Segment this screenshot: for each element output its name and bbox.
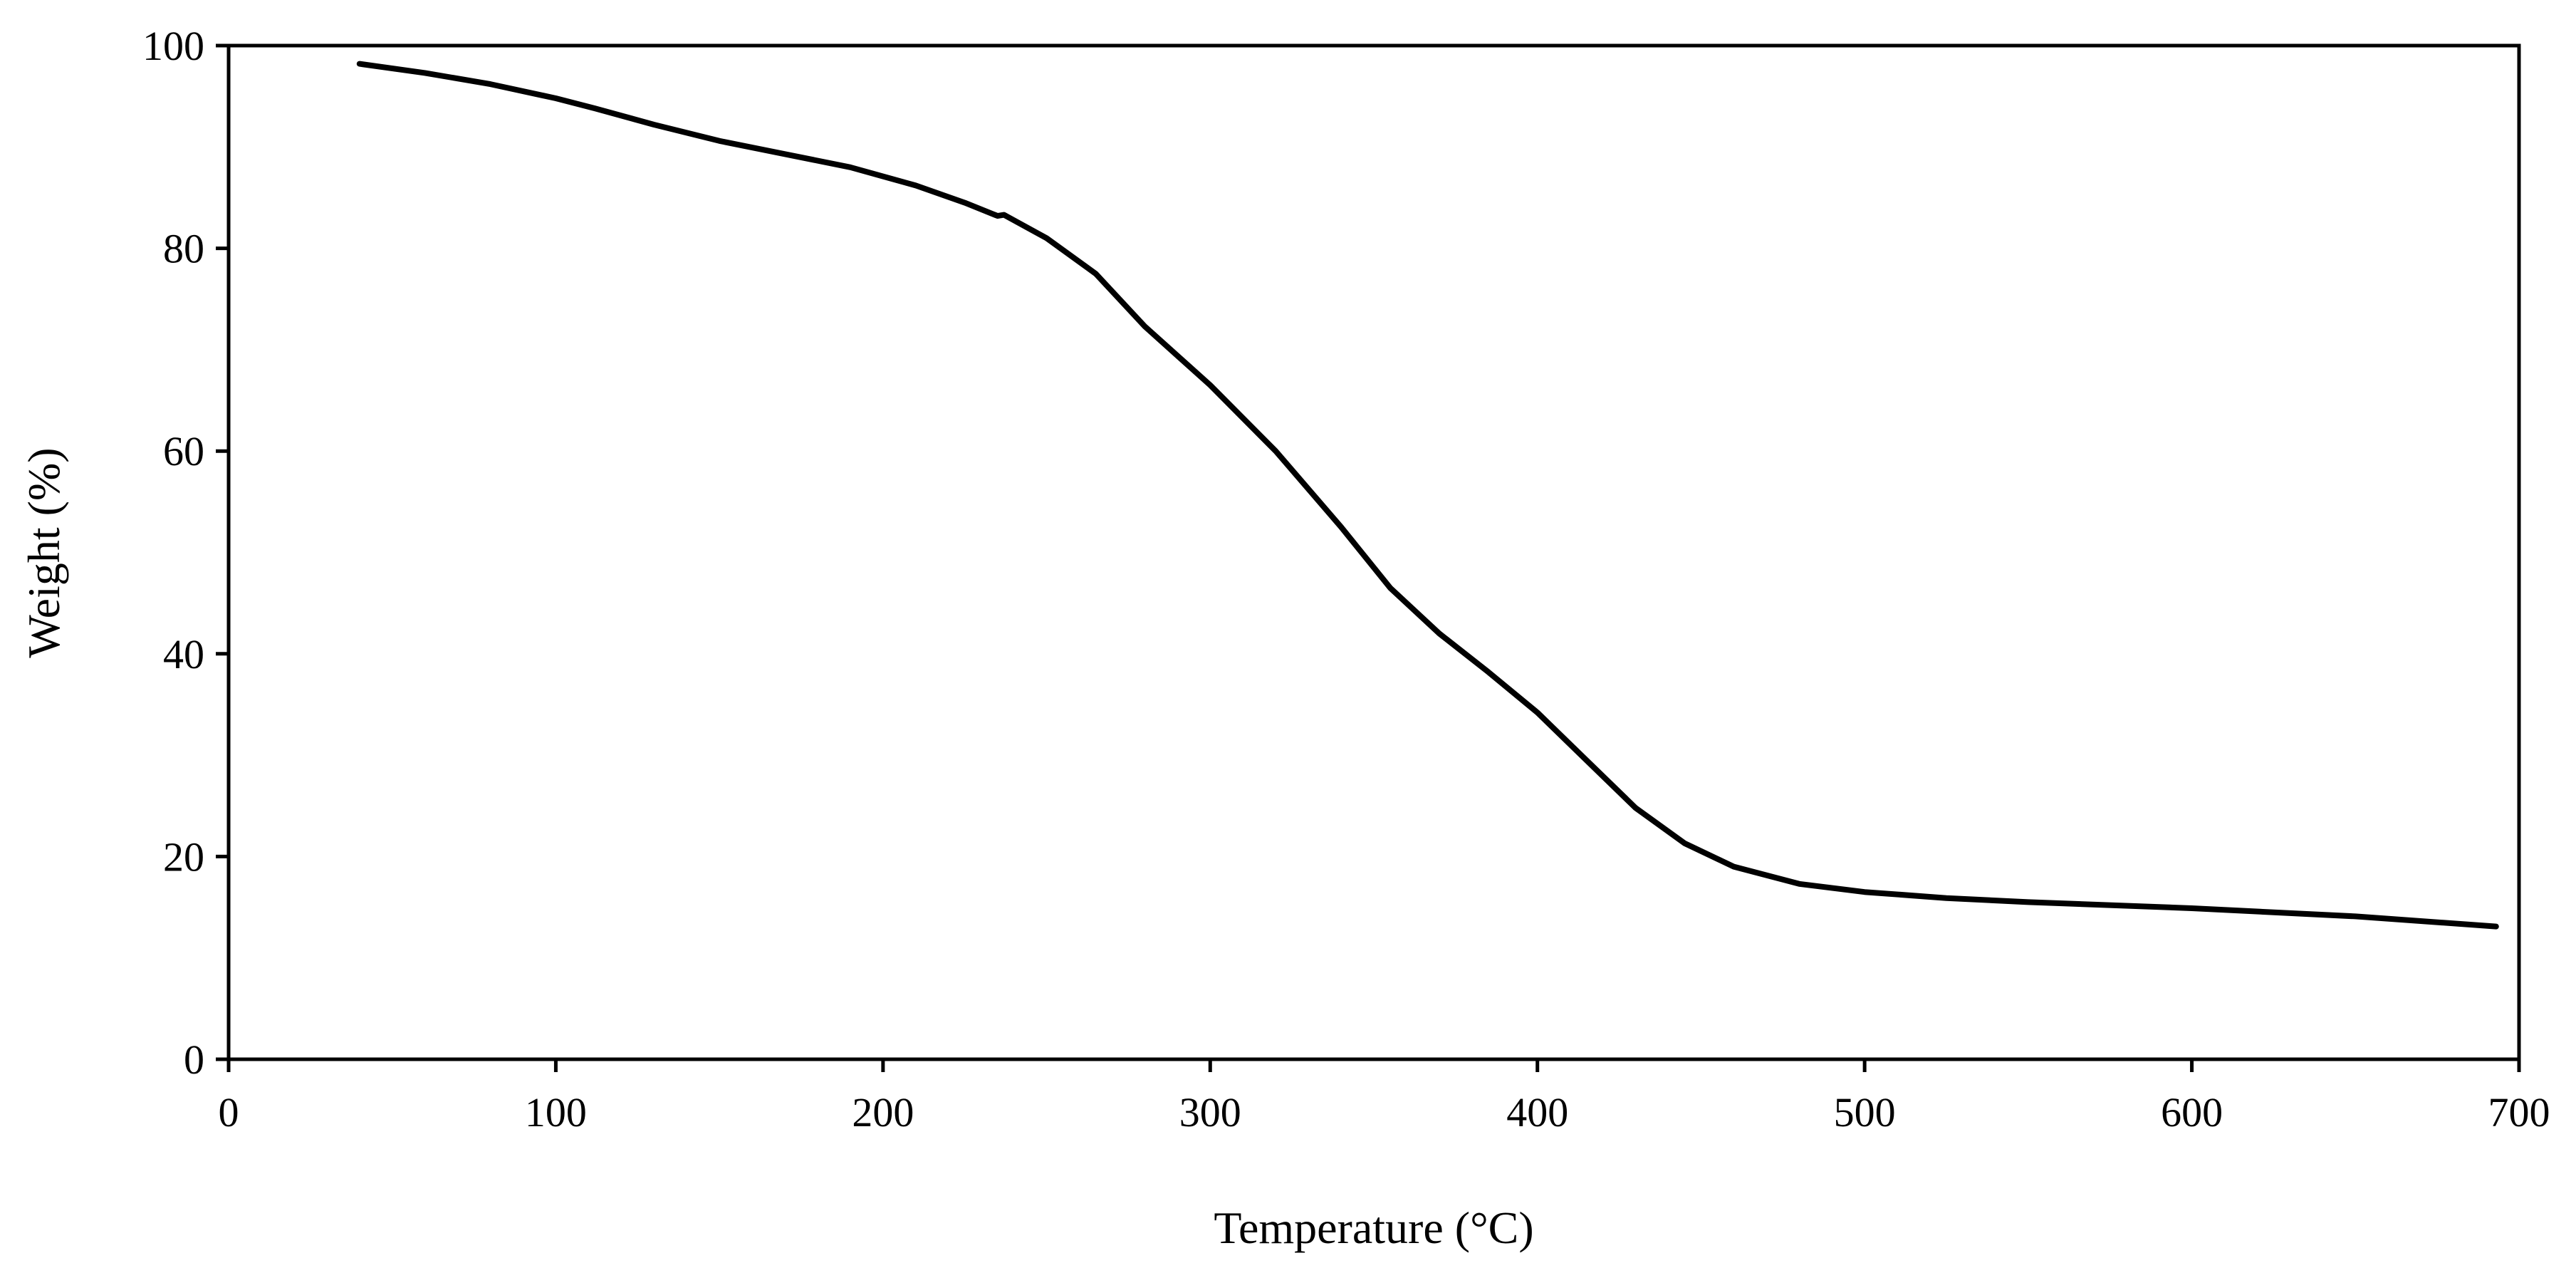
y-tick-label: 100 xyxy=(142,23,204,69)
y-tick-label: 40 xyxy=(163,631,204,677)
plot-frame xyxy=(226,43,2521,1061)
y-tick-label: 20 xyxy=(163,833,204,880)
x-tick-label: 300 xyxy=(1179,1089,1241,1135)
y-tick-label: 0 xyxy=(184,1036,204,1083)
x-axis-title: Temperature (°C) xyxy=(1214,1202,1533,1253)
x-tick-label: 100 xyxy=(525,1089,587,1135)
x-tick-label: 500 xyxy=(1834,1089,1896,1135)
x-tick-label: 600 xyxy=(2161,1089,2223,1135)
weight-loss-curve xyxy=(356,61,2499,930)
x-tick-label: 0 xyxy=(219,1089,239,1135)
y-tick-label: 60 xyxy=(163,428,204,474)
y-axis-title: Weight (%) xyxy=(19,447,69,658)
x-axis-ticks: 0 100 200 300 400 500 600 700 xyxy=(219,1059,2550,1135)
series-layer xyxy=(356,61,2499,930)
x-tick-label: 700 xyxy=(2488,1089,2550,1135)
y-axis-ticks: 0 20 40 60 80 100 xyxy=(142,23,229,1083)
x-tick-label: 400 xyxy=(1506,1089,1568,1135)
x-tick-label: 200 xyxy=(852,1089,914,1135)
y-tick-label: 80 xyxy=(163,226,204,272)
